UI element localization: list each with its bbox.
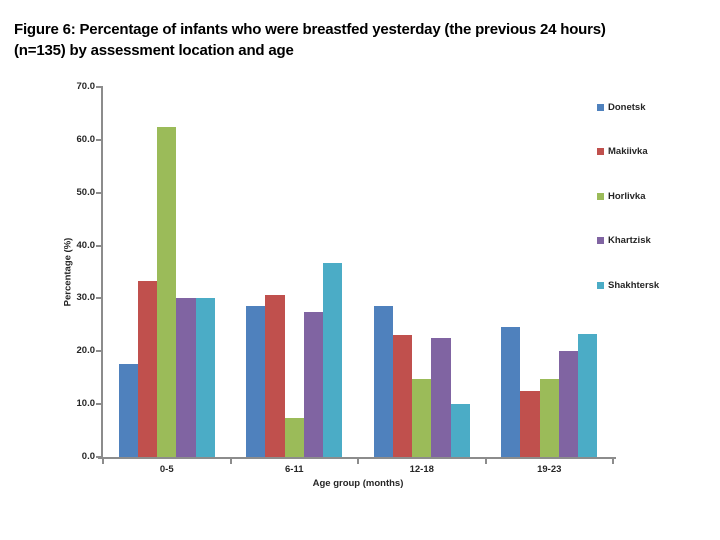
x-axis-title: Age group (months) <box>312 478 404 489</box>
legend-item-donetsk: Donetsk <box>597 103 645 112</box>
x-tick-mark <box>612 459 614 464</box>
bar-khartzisk-0-5 <box>176 298 196 457</box>
y-tick-label: 70.0 <box>76 81 96 92</box>
figure-title-line2: (n=135) by assessment location and age <box>14 42 294 59</box>
legend-swatch-makiivka <box>597 148 604 156</box>
bar-makiivka-12-18 <box>392 335 413 457</box>
bar-horlivka-6-11 <box>284 417 304 457</box>
y-tick-mark <box>96 350 101 353</box>
y-tick-label: 0.0 <box>81 451 95 462</box>
x-tick-mark <box>484 459 487 464</box>
y-axis-title: Percentage (%) <box>62 237 74 307</box>
y-tick-mark <box>96 191 101 194</box>
bar-khartzisk-12-18 <box>431 338 451 457</box>
y-tick-mark <box>96 403 101 406</box>
x-tick-mark <box>229 459 232 464</box>
y-tick-mark <box>96 297 101 300</box>
legend-item-khartzisk: Khartzisk <box>597 236 651 245</box>
y-axis-line <box>101 86 103 459</box>
y-tick-mark <box>96 86 101 88</box>
x-tick-label: 0-5 <box>159 464 174 475</box>
y-tick-mark <box>96 456 101 458</box>
legend-label: Makiivka <box>608 146 648 158</box>
bar-khartzisk-6-11 <box>303 311 324 457</box>
legend-label: Donetsk <box>608 102 646 113</box>
bar-horlivka-12-18 <box>412 378 432 457</box>
x-tick-label: 12-18 <box>409 464 434 475</box>
bar-shakhtersk-12-18 <box>450 404 470 457</box>
legend-label: Shakhtersk <box>608 279 660 291</box>
bar-makiivka-6-11 <box>265 294 285 457</box>
x-tick-label: 6-11 <box>285 464 304 475</box>
legend-label: Khartzisk <box>608 235 651 247</box>
y-tick-label: 10.0 <box>76 398 96 410</box>
bar-shakhtersk-19-23 <box>578 333 598 457</box>
bar-makiivka-0-5 <box>137 280 158 457</box>
legend-item-makiivka: Makiivka <box>597 146 648 158</box>
figure-title: Figure 6: Percentage of infants who were… <box>14 19 704 61</box>
x-axis-line <box>98 457 616 459</box>
bar-donetsk-12-18 <box>373 305 393 457</box>
x-tick-mark <box>102 459 104 464</box>
legend-item-horlivka: Horlivka <box>597 192 646 201</box>
x-tick-label: 19-23 <box>537 464 562 475</box>
y-tick-label: 40.0 <box>76 239 96 251</box>
y-tick-mark <box>96 244 101 247</box>
legend-swatch-shakhtersk <box>597 281 604 289</box>
legend-label: Horlivka <box>608 190 646 202</box>
bar-makiivka-19-23 <box>520 390 540 457</box>
x-tick-mark <box>357 459 359 464</box>
bar-donetsk-0-5 <box>118 363 138 457</box>
bar-donetsk-19-23 <box>501 326 521 457</box>
figure-title-line1: Figure 6: Percentage of infants who were… <box>14 21 606 38</box>
bar-horlivka-19-23 <box>539 378 559 457</box>
bar-khartzisk-19-23 <box>558 351 579 457</box>
legend-swatch-khartzisk <box>597 237 604 245</box>
legend-swatch-horlivka <box>597 192 604 200</box>
y-tick-mark <box>96 138 101 141</box>
y-tick-label: 60.0 <box>76 133 96 145</box>
bar-shakhtersk-6-11 <box>323 263 343 457</box>
y-tick-label: 20.0 <box>76 345 96 357</box>
bar-donetsk-6-11 <box>246 305 266 457</box>
legend-swatch-donetsk <box>597 104 604 111</box>
y-tick-label: 50.0 <box>76 186 96 198</box>
legend-item-shakhtersk: Shakhtersk <box>597 279 660 291</box>
bar-horlivka-0-5 <box>157 126 177 457</box>
bar-shakhtersk-0-5 <box>195 298 215 457</box>
y-tick-label: 30.0 <box>76 292 96 304</box>
